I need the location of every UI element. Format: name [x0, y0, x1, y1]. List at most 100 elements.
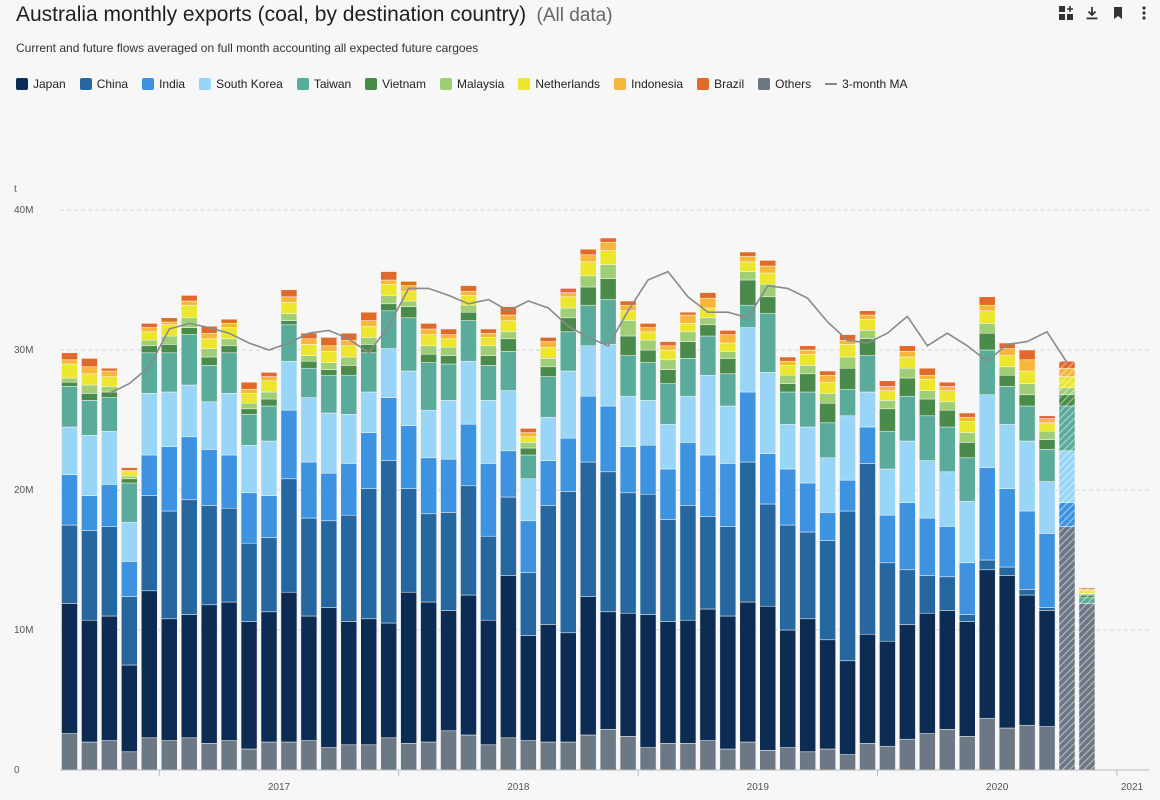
bar-2019-04[interactable]: [699, 292, 717, 771]
bar-2020-04[interactable]: [939, 381, 956, 771]
bar-2020-06[interactable]: [978, 296, 996, 771]
bar-2020-11[interactable]: [1078, 587, 1096, 771]
legend-item-taiwan[interactable]: Taiwan: [296, 77, 351, 91]
bar-2019-02[interactable]: [659, 341, 677, 771]
bar-2018-05[interactable]: [480, 328, 497, 771]
bar-2020-05[interactable]: [959, 412, 976, 771]
legend-item-india[interactable]: India: [142, 77, 185, 91]
add-to-dashboard-icon[interactable]: [1058, 5, 1074, 21]
legend-item-3-month-ma[interactable]: 3-month MA: [825, 77, 908, 91]
bar-2018-09[interactable]: [560, 288, 577, 771]
legend-item-china[interactable]: China: [79, 77, 128, 91]
bar-2019-09[interactable]: [799, 345, 816, 771]
legend-item-malaysia[interactable]: Malaysia: [439, 77, 505, 91]
bar-2018-03[interactable]: [440, 328, 457, 771]
bar-segment-vietnam: [579, 286, 597, 306]
bar-2018-02[interactable]: [420, 323, 437, 771]
legend-item-south-korea[interactable]: South Korea: [199, 77, 283, 91]
legend-swatch: [79, 78, 92, 90]
bar-2017-05[interactable]: [240, 381, 258, 771]
bar-segment-brazil: [959, 412, 976, 418]
bar-2019-01[interactable]: [639, 323, 657, 771]
bar-2017-11[interactable]: [360, 311, 377, 771]
legend-item-others[interactable]: Others: [758, 77, 811, 91]
more-menu-icon[interactable]: [1136, 5, 1152, 21]
legend-item-netherlands[interactable]: Netherlands: [518, 77, 600, 91]
bar-segment-netherlands: [81, 373, 98, 386]
bar-segment-china: [939, 576, 956, 611]
bar-2019-06[interactable]: [739, 251, 757, 771]
bar-segment-brazil: [220, 318, 238, 324]
bar-2019-12[interactable]: [859, 310, 876, 771]
bar-2018-08[interactable]: [540, 337, 557, 771]
bar-segment-others: [380, 737, 397, 771]
legend-swatch: [439, 78, 452, 90]
bar-2016-10[interactable]: [101, 367, 118, 771]
bar-2020-10[interactable]: [1058, 360, 1076, 771]
bar-segment-others: [400, 743, 417, 771]
bar-segment-indonesia: [599, 241, 617, 251]
bar-2019-05[interactable]: [719, 330, 737, 771]
bar-2018-10[interactable]: [579, 248, 597, 771]
legend-swatch: [614, 78, 627, 90]
bar-segment-others: [739, 741, 757, 771]
bar-2018-01[interactable]: [400, 281, 417, 771]
bar-2016-11[interactable]: [121, 467, 138, 771]
bar-2020-02[interactable]: [899, 345, 916, 771]
bar-2017-12[interactable]: [380, 271, 397, 771]
bar-2020-01[interactable]: [879, 380, 896, 771]
bar-2020-09[interactable]: [1038, 415, 1056, 771]
bar-segment-china: [919, 575, 936, 614]
legend-item-brazil[interactable]: Brazil: [697, 77, 744, 91]
bar-2019-08[interactable]: [779, 356, 796, 771]
bar-segment-taiwan: [400, 317, 417, 372]
bar-2018-11[interactable]: [599, 237, 617, 771]
bar-2018-04[interactable]: [460, 285, 477, 771]
bar-2020-07[interactable]: [998, 342, 1016, 771]
bar-2017-06[interactable]: [260, 372, 278, 771]
legend-item-japan[interactable]: Japan: [16, 77, 66, 91]
legend-item-vietnam[interactable]: Vietnam: [365, 77, 426, 91]
bar-2017-10[interactable]: [340, 332, 358, 771]
bar-segment-china: [420, 513, 437, 603]
legend-label: Malaysia: [456, 77, 505, 91]
bar-segment-india: [61, 474, 78, 526]
bar-2019-10[interactable]: [819, 370, 836, 771]
bar-segment-south-korea: [460, 360, 477, 425]
bar-2019-11[interactable]: [839, 334, 856, 771]
bar-2018-06[interactable]: [500, 306, 517, 771]
bar-series: [61, 237, 1096, 771]
bookmark-icon[interactable]: [1110, 5, 1126, 21]
bar-2016-12[interactable]: [141, 323, 158, 771]
bar-segment-brazil: [619, 300, 637, 306]
bar-2017-09[interactable]: [320, 337, 338, 771]
legend-item-indonesia[interactable]: Indonesia: [614, 77, 683, 91]
bar-2017-04[interactable]: [220, 318, 238, 771]
x-axis: 2017 2018 2019 2020 2021: [60, 769, 1150, 793]
bar-2020-03[interactable]: [919, 367, 936, 771]
bar-segment-others: [520, 740, 537, 771]
bar-segment-brazil: [480, 328, 497, 334]
download-icon[interactable]: [1084, 5, 1100, 21]
bar-segment-indonesia: [579, 254, 597, 263]
bar-2018-07[interactable]: [520, 428, 537, 771]
bar-2017-08[interactable]: [300, 332, 318, 771]
bar-segment-japan: [739, 601, 757, 743]
bar-2017-01[interactable]: [161, 317, 178, 771]
bar-segment-indonesia: [560, 292, 577, 298]
bar-2017-03[interactable]: [200, 325, 218, 771]
bar-segment-others: [420, 741, 437, 771]
bar-segment-brazil: [899, 345, 916, 352]
bar-2016-09[interactable]: [81, 358, 98, 771]
bar-2019-03[interactable]: [679, 311, 697, 771]
bar-segment-indonesia: [1018, 359, 1036, 372]
bar-2020-08[interactable]: [1018, 349, 1036, 771]
bar-segment-japan: [679, 619, 697, 744]
bar-2016-08[interactable]: [61, 352, 78, 771]
bar-2017-07[interactable]: [280, 289, 298, 771]
bar-2019-07[interactable]: [759, 260, 776, 771]
bar-segment-brazil: [1018, 349, 1036, 361]
bar-segment-others: [998, 727, 1016, 771]
bar-2018-12[interactable]: [619, 300, 637, 771]
bar-2017-02[interactable]: [180, 295, 198, 771]
